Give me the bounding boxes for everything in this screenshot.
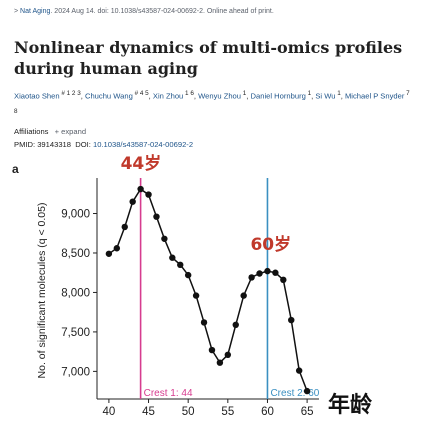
data-point — [192, 292, 200, 299]
author-link[interactable]: Xiaotao Shen — [14, 91, 60, 101]
crest-label: Crest 2: 60 — [270, 388, 319, 399]
affiliations-row: Affiliations + expand — [14, 127, 86, 136]
author-link[interactable]: Xin Zhou — [152, 91, 184, 101]
series-line — [108, 188, 308, 392]
data-point — [184, 271, 192, 279]
y-tick-label: 7,500 — [61, 327, 90, 339]
author-affiliation-refs[interactable]: 1 6 — [183, 90, 194, 97]
line-chart: 7,000 7,500 8,000 8,500 9,000 40 45 50 55 60 65 No.… — [36, 153, 373, 418]
x-tick-label: 40 — [102, 406, 115, 418]
panel-label: a — [12, 162, 19, 176]
citation-details: . 2024 Aug 14. doi: 10.1038/s43587-024-0… — [50, 8, 274, 15]
author-separator: , — [80, 91, 85, 101]
author-affiliation-refs[interactable]: 1 — [305, 90, 312, 97]
x-axis-overlay-title: 年龄 — [328, 392, 373, 418]
data-point — [248, 274, 255, 281]
journal-link[interactable]: Nat Aging — [20, 8, 51, 15]
data-point — [121, 223, 128, 231]
data-point — [272, 269, 279, 276]
author-list: Xiaotao Shen # 1 2 3, Chuchu Wang # 4 5,… — [14, 86, 414, 121]
author-affiliation-refs[interactable]: # 4 5 — [132, 90, 149, 97]
citation-line: > Nat Aging. 2024 Aug 14. doi: 10.1038/s… — [14, 8, 274, 15]
data-point — [288, 316, 295, 324]
data-point — [264, 267, 271, 275]
arrow-icon: > — [14, 8, 19, 15]
data-point — [208, 346, 216, 354]
doi-label: DOI: — [75, 140, 91, 149]
data-point — [137, 185, 144, 193]
author-separator: , — [246, 91, 251, 101]
data-point — [113, 245, 121, 252]
article-title: Nonlinear dynamics of multi-omics profil… — [14, 38, 403, 78]
data-point — [153, 213, 160, 220]
x-tick-label: 65 — [301, 406, 314, 418]
author-link[interactable]: Si Wu — [315, 91, 336, 101]
author-link[interactable]: Wenyu Zhou — [198, 91, 242, 101]
author-affiliation-refs[interactable]: 1 — [335, 90, 341, 97]
x-tick-label: 60 — [261, 406, 274, 418]
annotation-peak-1: 44岁 — [121, 153, 162, 174]
pmid: PMID: 39143318 — [14, 140, 71, 149]
author-separator: , — [148, 91, 153, 101]
data-point — [295, 367, 303, 374]
data-point — [303, 387, 311, 395]
data-point — [216, 359, 224, 366]
doi-link[interactable]: 10.1038/s43587-024-00692-2 — [92, 140, 194, 149]
data-point — [169, 254, 176, 261]
data-point — [161, 235, 168, 242]
y-tick-label: 8,500 — [61, 248, 90, 260]
x-tick-label: 55 — [221, 406, 234, 418]
y-tick-label: 9,000 — [61, 209, 90, 221]
author-affiliation-refs[interactable]: # 1 2 3 — [59, 90, 81, 97]
x-tick-label: 50 — [182, 406, 195, 418]
annotation-peak-2: 60岁 — [250, 234, 291, 255]
expand-affiliations-button[interactable]: + expand — [54, 127, 87, 136]
author-link[interactable]: Daniel Hornburg — [250, 91, 306, 101]
data-point — [256, 270, 263, 277]
x-tick-label: 45 — [142, 406, 155, 418]
author-affiliation-refs[interactable]: 7 8 — [14, 90, 410, 115]
crest-label: Crest 1: 44 — [144, 388, 193, 399]
y-axis-label: No. of significant molecules (q < 0.05) — [36, 203, 48, 379]
y-tick-label: 8,000 — [61, 287, 90, 299]
y-tick-label: 7,000 — [61, 366, 90, 378]
data-point — [280, 276, 287, 284]
author-separator: , — [311, 91, 316, 101]
author-link[interactable]: Michael P Snyder — [344, 91, 405, 101]
author-link[interactable]: Chuchu Wang — [84, 91, 133, 101]
data-point — [240, 292, 247, 299]
author-separator: , — [193, 91, 199, 101]
author-affiliation-refs[interactable]: 1 — [241, 90, 247, 97]
data-point — [232, 321, 239, 329]
data-point — [224, 351, 232, 358]
data-point — [200, 319, 208, 326]
data-point — [105, 250, 113, 257]
author-separator: , — [340, 91, 345, 101]
data-point — [145, 191, 152, 198]
identifiers-row: PMID: 39143318 DOI: 10.1038/s43587-024-0… — [14, 140, 193, 149]
data-point — [177, 261, 184, 269]
affiliations-label: Affiliations — [14, 127, 49, 136]
data-point — [129, 198, 136, 205]
